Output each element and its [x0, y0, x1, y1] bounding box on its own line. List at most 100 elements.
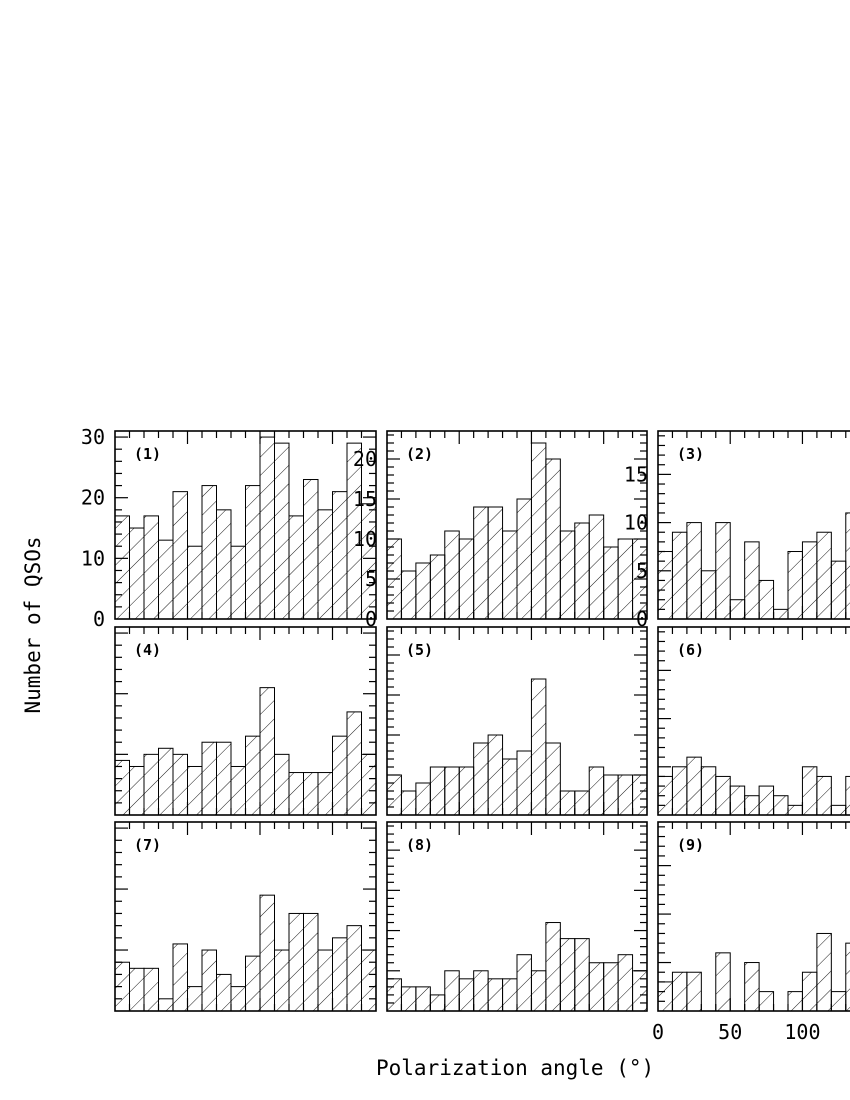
panel-label: (8) — [406, 836, 433, 854]
x-tick-label: 0 — [652, 1020, 664, 1044]
histogram-bar — [574, 938, 590, 1011]
histogram-bar — [172, 491, 188, 619]
histogram-bar — [172, 943, 188, 1011]
histogram-bar — [502, 530, 518, 619]
histogram-bar — [845, 775, 850, 815]
histogram-bar — [245, 735, 261, 815]
histogram-bar — [361, 503, 376, 619]
histogram-bars — [115, 894, 376, 1011]
histogram-bar — [473, 506, 489, 619]
histogram-bar — [700, 766, 717, 815]
panel-label: (7) — [134, 836, 161, 854]
histogram-bar — [574, 522, 590, 619]
histogram-bar — [530, 970, 547, 1011]
histogram-bar — [744, 541, 760, 619]
histogram-bar — [288, 912, 304, 1011]
histogram-bar — [744, 962, 760, 1011]
histogram-bar — [801, 971, 818, 1011]
x-axis-label: Polarization angle (°) — [376, 1056, 655, 1080]
y-tick-label: 15 — [353, 487, 377, 511]
histogram-bar — [158, 539, 174, 619]
histogram-panel: (4) — [114, 626, 377, 816]
histogram-bar — [559, 790, 576, 815]
histogram-bar — [588, 962, 605, 1011]
histogram-bars — [387, 442, 647, 619]
y-tick-label: 10 — [353, 527, 377, 551]
panel-label: (2) — [406, 445, 433, 463]
histogram-bars — [387, 678, 647, 815]
histogram-bar — [473, 742, 489, 815]
histogram-bar — [617, 538, 634, 619]
histogram-bar — [473, 970, 489, 1011]
histogram-bar — [230, 545, 246, 619]
y-tick-label: 30 — [81, 425, 105, 449]
panel-label: (9) — [677, 836, 704, 854]
y-axis-label: Number of QSOs — [21, 536, 45, 714]
histogram-bar — [317, 772, 333, 815]
histogram-bar — [245, 955, 261, 1011]
histogram-bar — [588, 514, 605, 619]
histogram-bar — [787, 804, 803, 815]
histogram-bar — [715, 775, 731, 815]
histogram-bar — [830, 560, 847, 619]
histogram-bar — [830, 991, 847, 1011]
y-tick-label: 5 — [365, 567, 377, 591]
histogram-bar — [658, 981, 673, 1011]
histogram-bar — [129, 765, 145, 815]
histogram-bar — [830, 804, 847, 815]
histogram-bar — [201, 485, 217, 619]
histogram-bar — [588, 766, 605, 815]
histogram-bar — [603, 774, 619, 815]
panel-label: (1) — [134, 445, 161, 463]
histogram-bar — [444, 530, 460, 619]
histogram-bar — [187, 545, 203, 619]
histogram-bar — [801, 541, 818, 619]
histogram-bars — [658, 756, 850, 815]
histogram-bar — [617, 954, 634, 1011]
x-tick-label: 100 — [784, 1020, 820, 1044]
histogram-bars — [115, 687, 376, 815]
histogram-bar — [487, 734, 504, 815]
histogram-bar — [317, 509, 333, 619]
histogram-bar — [816, 775, 832, 815]
histogram-bar — [400, 570, 417, 619]
histogram-bar — [545, 742, 561, 815]
histogram-bar — [429, 554, 446, 619]
histogram-bar — [816, 531, 832, 619]
histogram-bar — [288, 772, 304, 815]
histogram-bar — [516, 498, 532, 619]
histogram-bar — [187, 765, 203, 815]
histogram-bar — [143, 753, 159, 815]
histogram-bar — [603, 962, 619, 1011]
histogram-bar — [773, 795, 789, 815]
histogram-bar — [787, 551, 803, 619]
y-tick-label: 20 — [353, 447, 377, 471]
y-tick-label: 15 — [624, 462, 648, 486]
panel-label: (6) — [677, 641, 704, 659]
y-tick-label: 0 — [636, 607, 648, 631]
y-tick-label: 10 — [81, 546, 105, 570]
histogram-panel: (5) — [386, 626, 648, 816]
histogram-bar — [415, 782, 431, 815]
histogram-bar — [400, 986, 417, 1011]
histogram-bar — [317, 949, 333, 1011]
histogram-bar — [332, 491, 348, 619]
histogram-bar — [172, 753, 188, 815]
histogram-bar — [400, 790, 417, 815]
histogram-bar — [429, 766, 446, 815]
histogram-bar — [632, 774, 647, 815]
histogram-panel: 0 5 10 15 (3) — [624, 430, 850, 631]
histogram-bars — [387, 922, 647, 1011]
y-tick-label: 10 — [624, 511, 648, 535]
histogram-bar — [686, 971, 702, 1011]
y-tick-label: 0 — [93, 607, 105, 631]
histogram-panel: 0 5 10 15 20 (2) — [353, 430, 648, 631]
histogram-bar — [458, 538, 475, 619]
histogram-bar — [686, 522, 702, 619]
histogram-bar — [530, 678, 547, 815]
histogram-bar — [245, 485, 261, 619]
histogram-bar — [700, 570, 717, 619]
histogram-bar — [230, 986, 246, 1011]
histogram-bar — [559, 530, 576, 619]
